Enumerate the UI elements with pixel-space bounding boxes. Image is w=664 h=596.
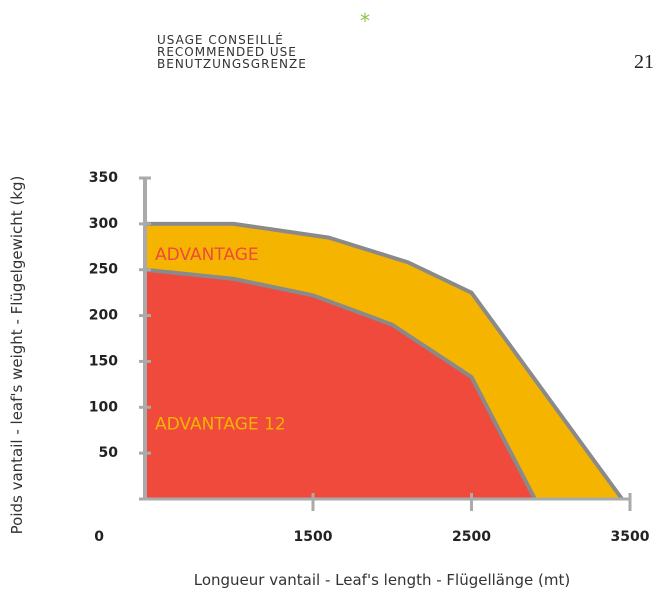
page-number: 21 (634, 51, 654, 73)
x-tick-label: 3500 (611, 529, 650, 545)
asterisk: * (360, 9, 370, 33)
y-tick-label: 200 (89, 308, 118, 324)
header-line: BENUTZUNGSGRENZE (157, 57, 307, 71)
y-tick-label: 0 (94, 529, 104, 545)
x-axis-label: Longueur vantail - Leaf's length - Flüge… (194, 571, 570, 589)
plot: ADVANTAGE ADVANTAGE 12 0 50 100 150 200 250 300 3… (89, 170, 650, 545)
y-tick-label: 350 (89, 170, 118, 186)
y-tick-label: 100 (89, 399, 118, 415)
y-tick-label: 150 (89, 353, 118, 369)
series-label: ADVANTAGE (155, 245, 259, 265)
y-tick-label: 250 (89, 262, 118, 278)
header-line: RECOMMENDED USE (157, 45, 297, 59)
area-fill (145, 269, 535, 499)
y-axis-label: Poids vantail - leaf's weight - Flügelge… (8, 176, 26, 535)
header-line: USAGE CONSEILLÉ (157, 32, 284, 47)
header: USAGE CONSEILLÉ RECOMMENDED USE BENUTZUN… (157, 32, 307, 71)
x-tick-label: 2500 (452, 529, 491, 545)
area-line (145, 221, 624, 501)
y-tick-label: 300 (89, 216, 118, 232)
series-label: ADVANTAGE 12 (155, 415, 286, 435)
y-tick-label: 50 (99, 445, 119, 461)
x-tick-label: 1500 (294, 529, 333, 545)
area-line (144, 267, 537, 500)
